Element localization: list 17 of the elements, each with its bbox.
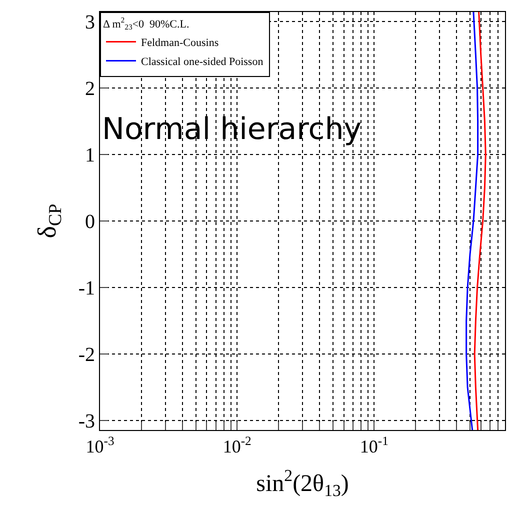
annotation: Normal hierarchy — [102, 112, 362, 147]
y-tick-label: 0 — [85, 211, 95, 233]
y-tick-label: -3 — [78, 410, 95, 433]
y-tick-label: 2 — [85, 78, 95, 100]
y-tick-label: 3 — [85, 11, 95, 34]
y-tick-label: 1 — [85, 144, 95, 166]
x-tick-label: 10$^{-3}$ — [86, 434, 114, 457]
legend-title: Δ m$^{2}$$_{23}$<0 90%C.L. — [103, 16, 190, 32]
x-axis-title: sin$^{2}$(2θ$_{13}$) — [256, 466, 349, 500]
line-series — [466, 12, 479, 430]
x-tick-label: 10$^{-2}$ — [222, 434, 252, 457]
y-tick-label: -1 — [78, 278, 95, 300]
line-series — [474, 12, 486, 430]
y-tick-label: -2 — [78, 344, 95, 366]
legend-label: Classical one-sided Poisson — [141, 56, 264, 68]
legend-label: Feldman-Cousins — [141, 37, 219, 50]
x-tick-label: 10$^{-1}$ — [360, 434, 388, 457]
